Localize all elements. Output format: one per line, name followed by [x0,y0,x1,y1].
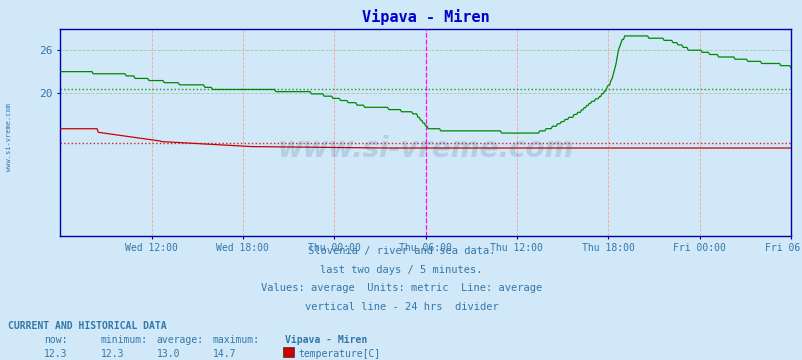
Text: last two days / 5 minutes.: last two days / 5 minutes. [320,265,482,275]
Text: 14.7: 14.7 [213,349,236,359]
Text: 12.3: 12.3 [100,349,124,359]
Text: vertical line - 24 hrs  divider: vertical line - 24 hrs divider [304,302,498,312]
Text: Vipava - Miren: Vipava - Miren [285,335,367,345]
Text: Slovenia / river and sea data.: Slovenia / river and sea data. [307,246,495,256]
Title: Vipava - Miren: Vipava - Miren [361,9,489,25]
Text: 13.0: 13.0 [156,349,180,359]
Text: www.si-vreme.com: www.si-vreme.com [6,103,12,171]
Text: average:: average: [156,335,204,345]
Text: Values: average  Units: metric  Line: average: Values: average Units: metric Line: aver… [261,283,541,293]
Text: www.si-vreme.com: www.si-vreme.com [277,135,573,163]
Text: CURRENT AND HISTORICAL DATA: CURRENT AND HISTORICAL DATA [8,321,167,332]
Text: temperature[C]: temperature[C] [298,349,380,359]
Text: minimum:: minimum: [100,335,148,345]
Text: 12.3: 12.3 [44,349,67,359]
Text: maximum:: maximum: [213,335,260,345]
Text: now:: now: [44,335,67,345]
